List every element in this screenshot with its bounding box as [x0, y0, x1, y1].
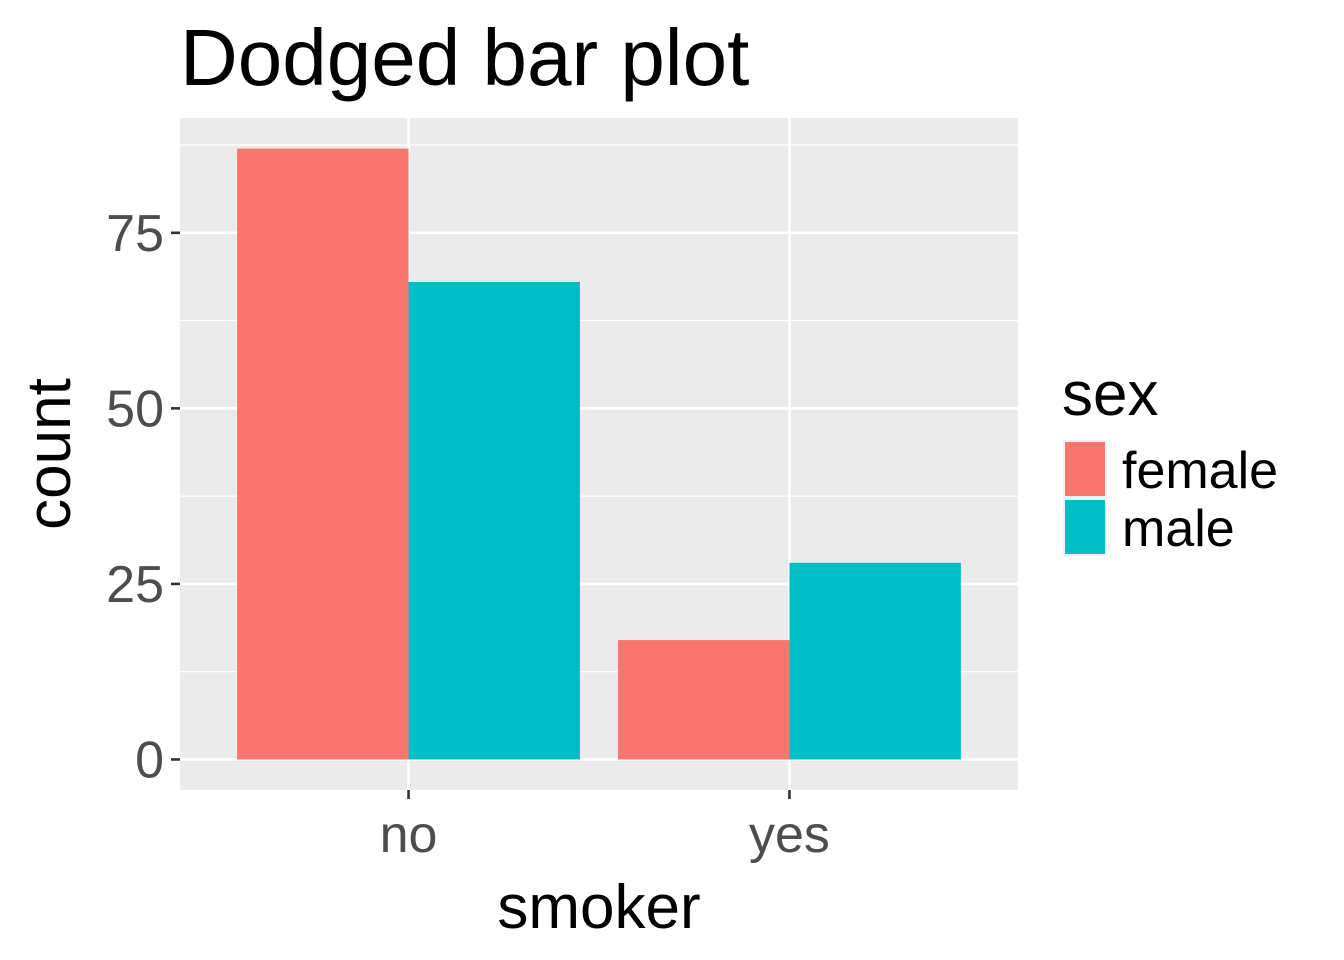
- x-tick-label-no: no: [380, 806, 438, 864]
- legend-swatch-male: [1065, 500, 1105, 554]
- bar-male-no: [408, 281, 580, 760]
- y-tick-label: 25: [106, 556, 164, 614]
- y-axis: 0 25 50 75: [106, 205, 180, 789]
- legend-label-female: female: [1122, 442, 1278, 500]
- x-axis: no yes: [380, 790, 830, 864]
- bars: [237, 148, 961, 760]
- legend-label-male: male: [1122, 500, 1235, 558]
- y-axis-title: count: [15, 378, 84, 530]
- y-tick-label: 0: [135, 731, 164, 789]
- bar-female-no: [237, 148, 409, 760]
- legend-swatch-female: [1065, 442, 1105, 496]
- legend-title: sex: [1062, 360, 1158, 429]
- x-axis-title: smoker: [497, 873, 700, 942]
- chart-title: Dodged bar plot: [180, 13, 749, 102]
- bar-male-yes: [789, 562, 961, 760]
- y-tick-label: 75: [106, 205, 164, 263]
- y-tick-label: 50: [106, 380, 164, 438]
- x-tick-label-yes: yes: [749, 806, 830, 864]
- bar-female-yes: [618, 640, 790, 760]
